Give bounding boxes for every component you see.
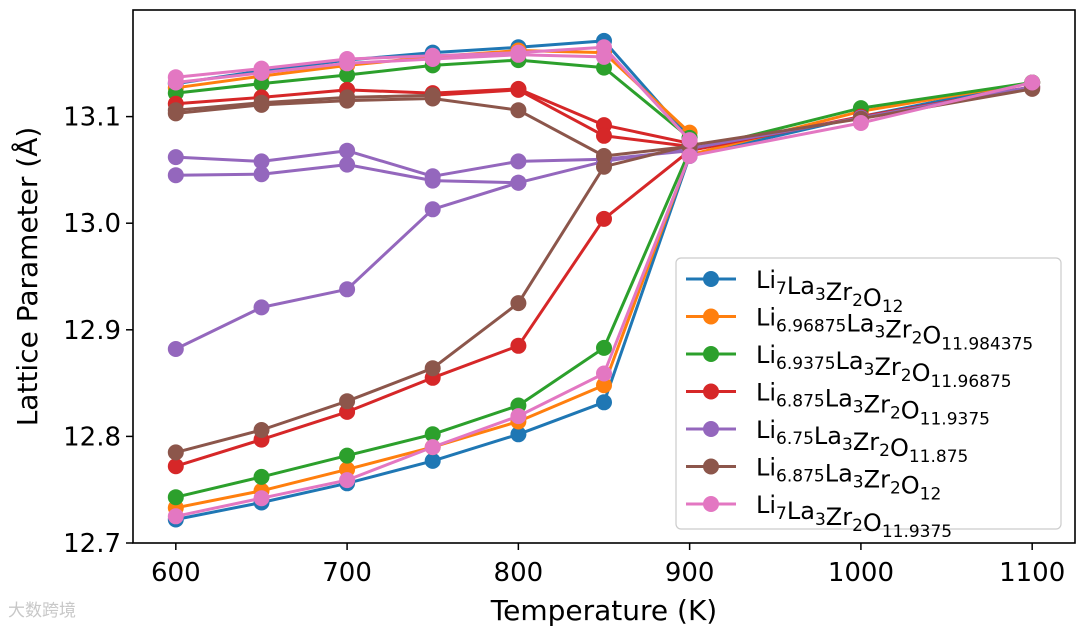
data-point	[253, 299, 270, 316]
x-tick-label: 1000	[828, 558, 894, 588]
data-point	[596, 148, 612, 164]
legend-label: Li6.9375La3Zr2O11.96875	[756, 341, 1012, 392]
legend-item: Li6.96875La3Zr2O11.984375	[686, 304, 1033, 355]
x-tick-label: 600	[151, 558, 201, 588]
data-point	[253, 422, 270, 438]
data-point	[167, 489, 184, 506]
data-point	[339, 281, 356, 298]
y-tick-label: 13.0	[63, 209, 121, 239]
data-point	[510, 174, 527, 191]
data-point	[339, 447, 356, 464]
data-point	[167, 508, 184, 525]
data-point	[424, 360, 441, 377]
data-point	[424, 201, 441, 218]
data-point	[424, 51, 441, 67]
legend-item: Li6.875La3Zr2O11.9375	[686, 379, 990, 430]
data-point	[167, 167, 184, 184]
data-point	[681, 132, 698, 149]
data-point	[596, 210, 612, 227]
data-point	[424, 172, 441, 189]
data-point	[596, 394, 612, 411]
legend-item: Li7La3Zr2O11.9375	[686, 491, 952, 542]
series-line-cooling2	[432, 88, 690, 148]
y-tick-label: 13.1	[63, 103, 121, 133]
data-point	[596, 339, 612, 356]
series-line-cooling2	[175, 53, 605, 84]
data-point	[253, 468, 270, 485]
data-point	[339, 89, 356, 106]
legend: Li7La3Zr2O12Li6.96875La3Zr2O11.984375Li6…	[675, 257, 1062, 542]
series-7	[167, 39, 1041, 525]
data-point	[167, 341, 184, 357]
data-point	[510, 295, 527, 312]
series-group	[167, 32, 1041, 528]
data-point	[424, 426, 441, 443]
watermark-text: 大数跨境	[8, 601, 76, 621]
data-point	[852, 115, 869, 131]
data-point	[424, 452, 441, 469]
legend-marker	[703, 271, 719, 287]
x-tick-label: 1100	[999, 558, 1065, 588]
legend-marker	[703, 346, 719, 362]
x-tick-label: 700	[322, 558, 372, 588]
y-axis-label: Lattice Parameter (Å)	[10, 127, 44, 427]
data-point	[339, 472, 356, 489]
data-point	[253, 166, 270, 183]
series-line-cooling2	[175, 93, 433, 112]
data-point	[1024, 74, 1041, 91]
data-point	[596, 48, 612, 65]
data-point	[510, 102, 527, 119]
data-point	[681, 148, 698, 164]
data-point	[167, 458, 184, 475]
y-tick-label: 12.8	[63, 422, 121, 452]
x-axis-label: Temperature (K)	[490, 594, 717, 627]
data-point	[253, 94, 270, 111]
data-point	[510, 81, 527, 98]
legend-marker	[703, 308, 719, 325]
legend-label: Li6.875La3Zr2O11.9375	[756, 379, 990, 430]
plot-frame	[132, 9, 1076, 544]
legend-marker	[703, 421, 719, 437]
legend-item: Li6.875La3Zr2O12	[686, 454, 941, 505]
data-point	[167, 444, 184, 461]
x-tick-label: 800	[494, 558, 544, 588]
y-tick-label: 12.7	[63, 529, 121, 559]
data-point	[424, 439, 441, 456]
legend-label: Li6.75La3Zr2O11.875	[756, 416, 968, 467]
data-point	[167, 74, 184, 91]
data-point	[510, 426, 527, 443]
data-point	[339, 156, 356, 173]
data-point	[167, 149, 184, 166]
data-point	[339, 67, 356, 83]
data-point	[253, 490, 270, 507]
data-point	[596, 377, 612, 394]
legend-label: Li6.96875La3Zr2O11.984375	[756, 304, 1033, 355]
data-point	[339, 142, 356, 159]
data-point	[424, 87, 441, 104]
legend-label: Li7La3Zr2O12	[756, 266, 903, 317]
data-point	[253, 153, 270, 170]
legend-item: Li6.75La3Zr2O11.875	[686, 416, 968, 467]
data-point	[339, 55, 356, 72]
legend-box	[675, 257, 1062, 530]
data-point	[167, 102, 184, 119]
data-point	[596, 127, 612, 144]
legend-marker	[703, 383, 719, 400]
legend-item: Li7La3Zr2O12	[686, 266, 903, 317]
data-point	[510, 337, 527, 354]
x-tick-label: 900	[665, 558, 715, 588]
data-point	[510, 153, 527, 170]
data-point	[596, 365, 612, 382]
data-point	[339, 393, 356, 410]
legend-marker	[703, 496, 719, 512]
data-point	[510, 408, 527, 425]
data-point	[510, 46, 527, 63]
legend-item: Li6.9375La3Zr2O11.96875	[686, 341, 1012, 392]
legend-marker	[703, 458, 719, 475]
y-tick-label: 12.9	[63, 316, 121, 346]
data-point	[253, 64, 270, 81]
legend-label: Li6.875La3Zr2O12	[756, 454, 941, 505]
legend-label: Li7La3Zr2O11.9375	[756, 491, 952, 542]
